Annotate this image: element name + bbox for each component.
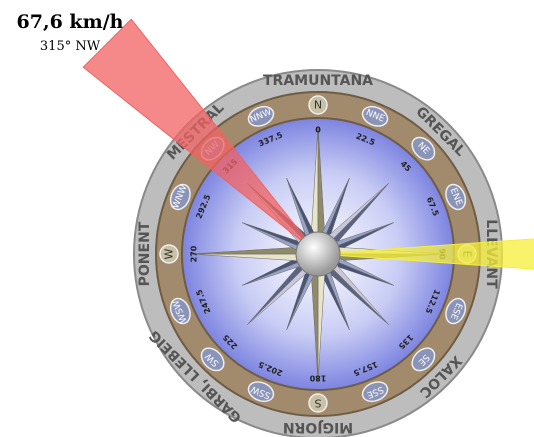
wind-direction-arrow: [82, 18, 319, 255]
direction-name: N: [314, 99, 322, 112]
wind-name: PONENT: [137, 221, 153, 286]
direction-bubble: [247, 381, 275, 403]
direction-bubble: [308, 393, 328, 413]
direction-bubble: [411, 136, 436, 161]
direction-name: W: [163, 248, 176, 259]
wind-name: MIGJORN: [283, 419, 353, 435]
wind-name: TRAMUNTANA: [263, 73, 373, 89]
direction-bubble: [169, 297, 191, 325]
direction-bubble: [169, 183, 191, 211]
direction-bubble: [247, 105, 275, 127]
direction-bubble: [308, 95, 328, 115]
degree-label: 270: [190, 245, 199, 262]
direction-name: S: [314, 397, 321, 410]
direction-bubble: [159, 244, 179, 264]
direction-bubble: [411, 347, 436, 372]
degree-label: 0: [315, 126, 321, 135]
direction-bubble: [361, 381, 389, 403]
direction-bubble: [200, 347, 225, 372]
wind-speed: 67,6 km/h: [17, 11, 124, 33]
direction-bubble: [361, 105, 389, 127]
hub: [295, 231, 341, 277]
wind-direction: 315° NW: [40, 39, 101, 54]
direction-bubble: [445, 183, 467, 211]
direction-bubble: [445, 297, 467, 325]
secondary-arrow: [317, 238, 534, 270]
degree-label: 180: [309, 374, 326, 383]
